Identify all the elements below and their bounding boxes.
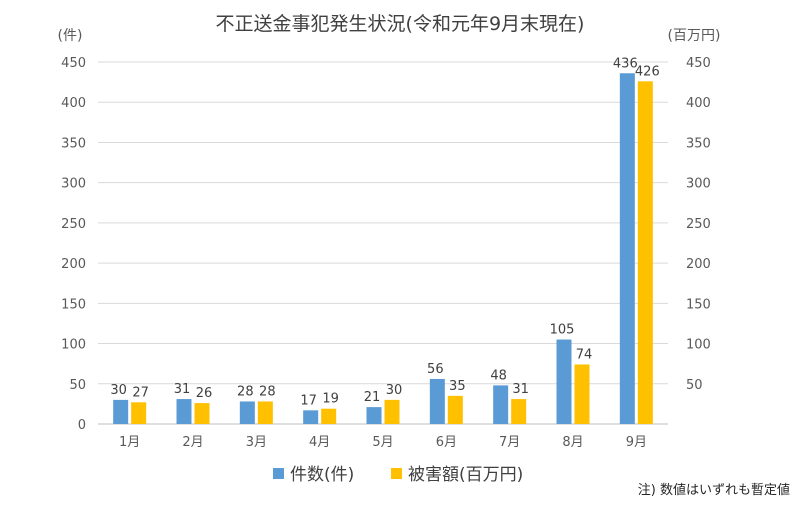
- data-label-damage: 27: [132, 385, 149, 400]
- bar-damage: [511, 399, 527, 424]
- data-label-count: 56: [427, 362, 444, 377]
- left-axis-unit: (件): [58, 28, 83, 44]
- bar-count: [113, 399, 129, 424]
- category-label: 7月: [499, 435, 520, 450]
- legend: 件数(件) 被害額(百万円): [273, 465, 523, 485]
- bar-count: [429, 378, 445, 424]
- left-tick-label: 200: [61, 257, 86, 272]
- bar-damage: [574, 364, 590, 424]
- data-label-damage: 31: [512, 382, 529, 397]
- data-label-damage: 74: [576, 347, 593, 362]
- data-label-count: 105: [550, 323, 575, 338]
- data-label-count: 30: [110, 383, 127, 398]
- bar-count: [176, 399, 192, 424]
- bar-damage: [384, 399, 400, 424]
- data-label-damage: 426: [635, 64, 660, 79]
- category-label: 1月: [119, 435, 140, 450]
- right-axis-unit: (百万円): [668, 28, 721, 44]
- bar-count: [239, 401, 255, 424]
- category-label: 5月: [372, 435, 393, 450]
- bar-damage: [447, 395, 463, 424]
- category-label: 4月: [309, 435, 330, 450]
- data-label-damage: 35: [449, 379, 466, 394]
- chart-title: 不正送金事犯発生状況(令和元年9月末現在): [216, 13, 585, 35]
- left-tick-label: 100: [61, 338, 86, 353]
- category-label: 8月: [562, 435, 583, 450]
- data-label-damage: 28: [259, 384, 276, 399]
- bar-damage: [321, 408, 337, 424]
- bar-damage: [131, 402, 147, 424]
- right-tick-label: 400: [686, 96, 711, 111]
- data-label-count: 436: [613, 56, 638, 71]
- left-tick-label: 50: [69, 378, 86, 393]
- left-tick-label: 300: [61, 177, 86, 192]
- footnote: 注) 数値はいずれも暫定値: [638, 482, 790, 498]
- right-axis-ticks: 50 100 150 200 250 300 350 400 450: [686, 56, 711, 393]
- right-tick-label: 300: [686, 177, 711, 192]
- data-label-count: 48: [490, 368, 507, 383]
- data-label-count: 21: [364, 390, 381, 405]
- bar-damage: [257, 401, 273, 424]
- legend-label-count: 件数(件): [290, 465, 354, 485]
- right-tick-label: 350: [686, 136, 711, 151]
- bar-count: [556, 339, 572, 424]
- legend-label-damage: 被害額(百万円): [408, 465, 523, 485]
- left-tick-label: 250: [61, 217, 86, 232]
- right-tick-label: 100: [686, 338, 711, 353]
- category-label: 3月: [246, 435, 267, 450]
- right-tick-label: 450: [686, 56, 711, 71]
- category-label: 6月: [436, 435, 457, 450]
- category-label: 9月: [626, 435, 647, 450]
- category-label: 2月: [182, 435, 203, 450]
- bar-count: [366, 407, 382, 424]
- right-tick-label: 50: [686, 378, 703, 393]
- left-tick-label: 0: [78, 418, 86, 433]
- bar-damage: [194, 403, 210, 424]
- data-label-count: 28: [237, 384, 254, 399]
- data-label-damage: 26: [196, 386, 213, 401]
- right-tick-label: 150: [686, 297, 711, 312]
- left-tick-label: 350: [61, 136, 86, 151]
- data-label-count: 17: [300, 393, 317, 408]
- bar-count: [303, 410, 319, 424]
- bar-count: [619, 73, 635, 425]
- category-labels: 1月 2月 3月 4月 5月 6月 7月 8月 9月: [119, 435, 647, 450]
- bar-count: [493, 385, 509, 424]
- right-tick-label: 250: [686, 217, 711, 232]
- legend-swatch-count: [273, 468, 284, 479]
- data-label-damage: 30: [386, 383, 403, 398]
- right-tick-label: 200: [686, 257, 711, 272]
- legend-swatch-damage: [391, 468, 402, 479]
- left-axis-ticks: 0 50 100 150 200 250 300 350 400 450: [61, 56, 86, 433]
- left-tick-label: 150: [61, 297, 86, 312]
- bars: [113, 73, 653, 425]
- bar-damage: [637, 81, 653, 424]
- data-label-damage: 19: [322, 392, 339, 407]
- left-tick-label: 400: [61, 96, 86, 111]
- data-label-count: 31: [174, 382, 191, 397]
- left-tick-label: 450: [61, 56, 86, 71]
- gridlines: [98, 61, 668, 425]
